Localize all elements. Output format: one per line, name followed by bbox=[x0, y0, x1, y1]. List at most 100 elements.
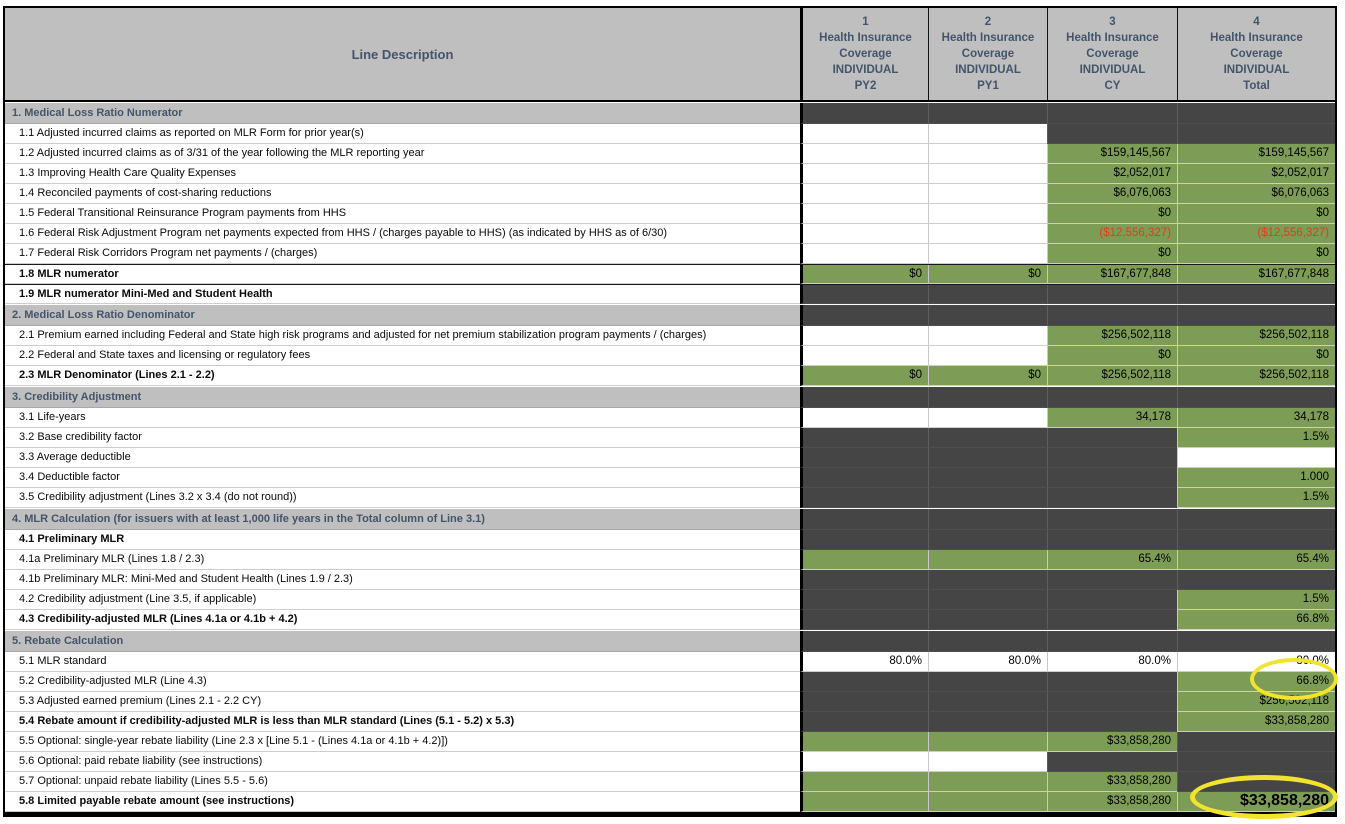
section-title[interactable]: 1. Medical Loss Ratio Numerator bbox=[5, 103, 800, 124]
cell-total[interactable]: 65.4% bbox=[1177, 550, 1335, 570]
cell-py2[interactable] bbox=[800, 732, 928, 752]
cell-total[interactable]: ($12,556,327) bbox=[1177, 224, 1335, 244]
cell-py2[interactable] bbox=[800, 144, 928, 164]
cell-py1[interactable]: $0 bbox=[928, 366, 1047, 386]
cell-total[interactable] bbox=[1177, 772, 1335, 792]
cell-py2[interactable] bbox=[800, 590, 928, 610]
row-label[interactable]: 1.6 Federal Risk Adjustment Program net … bbox=[5, 224, 800, 244]
cell-py2[interactable] bbox=[800, 448, 928, 468]
cell-cy[interactable]: 80.0% bbox=[1047, 652, 1177, 672]
row-label[interactable]: 4.1a Preliminary MLR (Lines 1.8 / 2.3) bbox=[5, 550, 800, 570]
cell-total[interactable]: $256,502,118 bbox=[1177, 366, 1335, 386]
cell-py2[interactable] bbox=[800, 672, 928, 692]
section-title[interactable]: 3. Credibility Adjustment bbox=[5, 387, 800, 408]
cell-py2[interactable] bbox=[800, 164, 928, 184]
cell-cy[interactable]: $2,052,017 bbox=[1047, 164, 1177, 184]
cell-py2[interactable] bbox=[800, 204, 928, 224]
cell-cy[interactable] bbox=[1047, 590, 1177, 610]
section-header-cell[interactable] bbox=[800, 509, 928, 530]
cell-py1[interactable] bbox=[928, 530, 1047, 550]
cell-py2[interactable] bbox=[800, 692, 928, 712]
cell-py2[interactable] bbox=[800, 550, 928, 570]
cell-total[interactable] bbox=[1177, 530, 1335, 550]
cell-total[interactable] bbox=[1177, 124, 1335, 144]
section-header-cell[interactable] bbox=[800, 103, 928, 124]
cell-cy[interactable]: $0 bbox=[1047, 244, 1177, 264]
cell-cy[interactable] bbox=[1047, 124, 1177, 144]
cell-py2[interactable] bbox=[800, 346, 928, 366]
section-header-cell[interactable] bbox=[928, 631, 1047, 652]
row-label[interactable]: 4.1b Preliminary MLR: Mini-Med and Stude… bbox=[5, 570, 800, 590]
cell-py2[interactable] bbox=[800, 712, 928, 732]
section-header-cell[interactable] bbox=[800, 631, 928, 652]
column-header-total[interactable]: 4 Health Insurance Coverage INDIVIDUAL T… bbox=[1177, 8, 1335, 102]
section-title[interactable]: 5. Rebate Calculation bbox=[5, 631, 800, 652]
section-header-cell[interactable] bbox=[928, 509, 1047, 530]
cell-cy[interactable] bbox=[1047, 488, 1177, 508]
section-header-cell[interactable] bbox=[1047, 103, 1177, 124]
cell-cy[interactable] bbox=[1047, 428, 1177, 448]
cell-py1[interactable] bbox=[928, 672, 1047, 692]
row-label[interactable]: 4.1 Preliminary MLR bbox=[5, 530, 800, 550]
section-header-cell[interactable] bbox=[1047, 631, 1177, 652]
row-label[interactable]: 5.2 Credibility-adjusted MLR (Line 4.3) bbox=[5, 672, 800, 692]
cell-cy[interactable]: ($12,556,327) bbox=[1047, 224, 1177, 244]
row-label[interactable]: 2.2 Federal and State taxes and licensin… bbox=[5, 346, 800, 366]
section-header-cell[interactable] bbox=[800, 387, 928, 408]
cell-py1[interactable] bbox=[928, 448, 1047, 468]
cell-py2[interactable] bbox=[800, 530, 928, 550]
cell-cy[interactable] bbox=[1047, 530, 1177, 550]
row-label[interactable]: 5.5 Optional: single-year rebate liabili… bbox=[5, 732, 800, 752]
row-label[interactable]: 5.8 Limited payable rebate amount (see i… bbox=[5, 792, 800, 812]
cell-total[interactable] bbox=[1177, 570, 1335, 590]
section-header-cell[interactable] bbox=[1177, 103, 1335, 124]
cell-cy[interactable]: $6,076,063 bbox=[1047, 184, 1177, 204]
row-label[interactable]: 5.3 Adjusted earned premium (Lines 2.1 -… bbox=[5, 692, 800, 712]
row-label[interactable]: 5.4 Rebate amount if credibility-adjuste… bbox=[5, 712, 800, 732]
row-label[interactable]: 3.4 Deductible factor bbox=[5, 468, 800, 488]
cell-py1[interactable] bbox=[928, 164, 1047, 184]
section-title[interactable]: 2. Medical Loss Ratio Denominator bbox=[5, 305, 800, 326]
column-header-py1[interactable]: 2 Health Insurance Coverage INDIVIDUAL P… bbox=[928, 8, 1047, 102]
cell-total[interactable]: 1.5% bbox=[1177, 590, 1335, 610]
cell-cy[interactable]: $33,858,280 bbox=[1047, 772, 1177, 792]
cell-py1[interactable] bbox=[928, 772, 1047, 792]
cell-total[interactable]: $2,052,017 bbox=[1177, 164, 1335, 184]
cell-py2[interactable] bbox=[800, 488, 928, 508]
row-label[interactable]: 1.1 Adjusted incurred claims as reported… bbox=[5, 124, 800, 144]
cell-py2[interactable] bbox=[800, 224, 928, 244]
cell-py1[interactable] bbox=[928, 244, 1047, 264]
cell-py1[interactable] bbox=[928, 408, 1047, 428]
cell-cy[interactable]: $256,502,118 bbox=[1047, 326, 1177, 346]
cell-py1[interactable] bbox=[928, 692, 1047, 712]
cell-py1[interactable] bbox=[928, 792, 1047, 812]
cell-total[interactable]: $0 bbox=[1177, 346, 1335, 366]
cell-py1[interactable] bbox=[928, 712, 1047, 732]
cell-total[interactable]: $33,858,280 bbox=[1177, 792, 1335, 812]
section-header-cell[interactable] bbox=[800, 305, 928, 326]
cell-total[interactable]: $6,076,063 bbox=[1177, 184, 1335, 204]
row-label[interactable]: 5.1 MLR standard bbox=[5, 652, 800, 672]
cell-py1[interactable] bbox=[928, 326, 1047, 346]
cell-py2[interactable] bbox=[800, 285, 928, 304]
cell-py2[interactable]: 80.0% bbox=[800, 652, 928, 672]
row-label[interactable]: 2.1 Premium earned including Federal and… bbox=[5, 326, 800, 346]
section-header-cell[interactable] bbox=[1177, 509, 1335, 530]
cell-cy[interactable] bbox=[1047, 692, 1177, 712]
cell-cy[interactable]: 34,178 bbox=[1047, 408, 1177, 428]
cell-total[interactable] bbox=[1177, 732, 1335, 752]
column-header-cy[interactable]: 3 Health Insurance Coverage INDIVIDUAL C… bbox=[1047, 8, 1177, 102]
cell-cy[interactable]: $256,502,118 bbox=[1047, 366, 1177, 386]
cell-total[interactable]: $159,145,567 bbox=[1177, 144, 1335, 164]
cell-total[interactable] bbox=[1177, 448, 1335, 468]
cell-cy[interactable]: 65.4% bbox=[1047, 550, 1177, 570]
cell-total[interactable]: 1.5% bbox=[1177, 488, 1335, 508]
cell-py1[interactable] bbox=[928, 468, 1047, 488]
cell-total[interactable]: $33,858,280 bbox=[1177, 712, 1335, 732]
cell-py1[interactable] bbox=[928, 752, 1047, 772]
row-label[interactable]: 3.5 Credibility adjustment (Lines 3.2 x … bbox=[5, 488, 800, 508]
row-label[interactable]: 3.2 Base credibility factor bbox=[5, 428, 800, 448]
cell-py1[interactable] bbox=[928, 570, 1047, 590]
cell-py1[interactable]: $0 bbox=[928, 265, 1047, 284]
cell-py1[interactable] bbox=[928, 428, 1047, 448]
